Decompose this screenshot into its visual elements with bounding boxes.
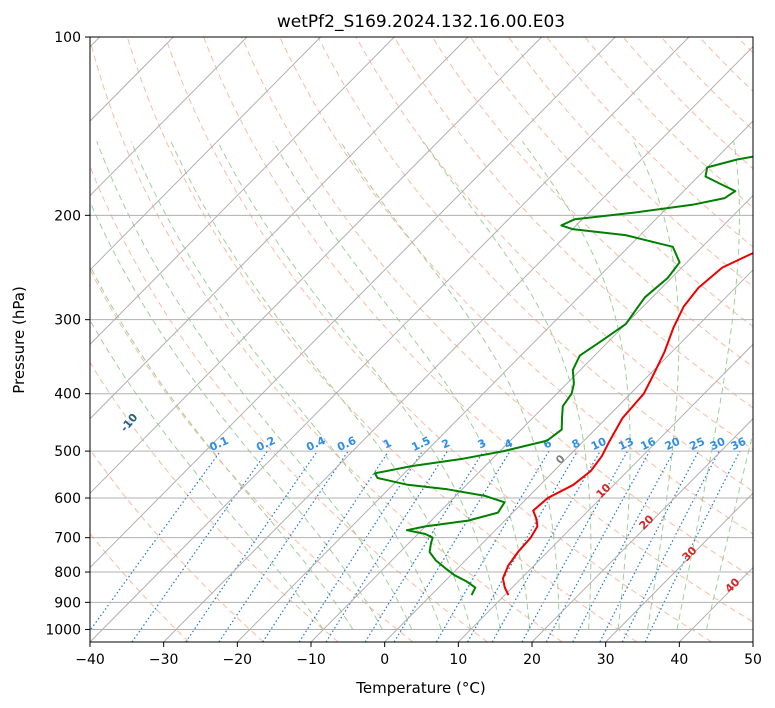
mixing-ratio-line	[545, 450, 651, 642]
moist-adiabat	[90, 319, 324, 630]
mixing-ratio-line	[185, 450, 318, 642]
isotherm-line	[90, 37, 690, 642]
x-tick-label: 40	[670, 652, 688, 668]
isotherm-line	[310, 194, 753, 642]
dry-adiabat	[431, 37, 753, 368]
y-tick-label: 300	[54, 313, 81, 329]
dry-adiabat	[126, 37, 638, 642]
y-axis-ticks: 100 200 300 400 500 600 700 800 900 1000	[45, 30, 90, 638]
isotherm-line	[90, 37, 395, 346]
moist-adiabat	[272, 141, 531, 630]
x-tick-label: −10	[296, 652, 326, 668]
moist-adiabat	[96, 141, 413, 630]
moist-adiabat	[339, 141, 560, 630]
mixing-ratio-label: 25	[687, 435, 706, 453]
y-tick-label: 200	[54, 208, 81, 224]
isotherm-line	[90, 37, 469, 420]
moist-adiabat	[632, 141, 680, 630]
mixing-ratio-line	[435, 450, 550, 642]
mixing-ratio-label: 13	[616, 435, 635, 453]
y-tick-label: 500	[54, 444, 81, 460]
moist-adiabat	[676, 141, 741, 630]
x-tick-label: −20	[223, 652, 253, 668]
x-tick-label: 30	[597, 652, 615, 668]
moist-adiabat	[217, 141, 501, 630]
x-tick-label: 10	[449, 652, 467, 668]
x-tick-label: 0	[380, 652, 389, 668]
mixing-ratio-label: 20	[663, 435, 683, 453]
y-tick-label: 400	[54, 387, 81, 403]
mixing-ratio-line	[131, 450, 268, 642]
y-tick-label: 100	[54, 30, 81, 46]
y-tick-label: 600	[54, 491, 81, 507]
mixing-ratio-label: 10	[589, 435, 609, 453]
isotherm-line	[236, 120, 753, 642]
mixing-ratio-line	[325, 450, 448, 642]
y-tick-label: 1000	[45, 622, 81, 638]
mixing-ratio-line	[466, 450, 579, 642]
chart-title: wetPf2_S169.2024.132.16.00.E03	[277, 12, 565, 32]
moist-adiabat	[422, 141, 592, 630]
plot-area: -100-90-80-70-60-50-40-30-20-100.10.20.4…	[90, 37, 753, 642]
isotherm-line	[531, 418, 753, 642]
mixing-ratio-line	[90, 450, 221, 632]
moist-adiabat	[170, 141, 472, 630]
x-tick-label: 20	[523, 652, 541, 668]
x-tick-label: −30	[149, 652, 179, 668]
mixing-ratio-line	[393, 450, 511, 642]
dewpoint-profile	[373, 155, 753, 596]
mixing-ratio-line	[521, 450, 629, 642]
y-tick-label: 900	[54, 595, 81, 611]
isotherm-line	[90, 37, 542, 494]
dry-adiabat	[546, 37, 753, 248]
isotherm-line	[163, 46, 753, 642]
profile-series	[373, 155, 753, 596]
mixing-ratio-line	[491, 450, 601, 642]
dry-adiabat	[203, 37, 753, 623]
moist-adiabat	[706, 430, 753, 630]
x-tick-label: −40	[75, 652, 105, 668]
mixing-ratio-line	[364, 450, 485, 642]
y-tick-label: 800	[54, 565, 81, 581]
isotherm-line	[90, 37, 248, 197]
y-tick-label: 700	[54, 531, 81, 547]
y-axis-label: Pressure (hPa)	[10, 286, 28, 394]
dry-adiabat	[90, 164, 488, 642]
dry-adiabat	[393, 37, 753, 409]
dry-adiabat	[241, 37, 753, 579]
plot-frame	[89, 36, 754, 643]
isotherm-grid	[90, 37, 753, 642]
mixing-ratio-line	[644, 450, 741, 642]
x-axis-ticks: −40 −30 −20 −10 0 10 20 30 40 50	[75, 642, 762, 668]
mixing-ratio-lines	[90, 450, 741, 642]
moist-adiabat	[90, 264, 354, 630]
mixing-ratio-label: 16	[639, 435, 659, 453]
dry-adiabat	[90, 448, 264, 642]
isotherm-line	[90, 37, 321, 271]
isobar-grid	[90, 214, 753, 630]
isotherm-line	[605, 492, 753, 642]
dry-adiabat	[584, 37, 753, 209]
moist-adiabat	[521, 141, 631, 630]
dry-adiabat	[279, 37, 753, 535]
dry-adiabat	[90, 268, 414, 642]
moist-adiabats	[90, 141, 753, 630]
mixing-ratio-label: 30	[708, 435, 728, 453]
isotherm-line	[384, 269, 753, 642]
isotherm-line	[457, 343, 753, 642]
temperature-profile	[501, 251, 753, 596]
x-axis-label: Temperature (°C)	[355, 679, 485, 697]
isotherm-line	[90, 37, 616, 569]
mixing-ratio-label: 36	[729, 435, 749, 453]
x-tick-label: 50	[744, 652, 762, 668]
dry-adiabat	[165, 37, 712, 642]
